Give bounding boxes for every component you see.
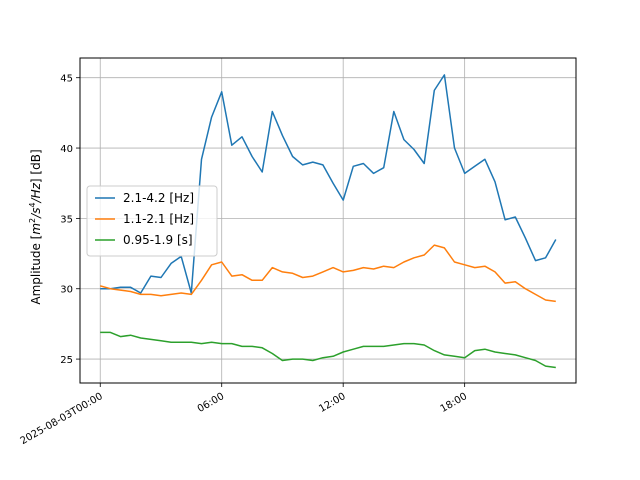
x-tick-label: 18:00 <box>439 391 469 415</box>
x-tick-label: 12:00 <box>317 391 347 415</box>
series-line-1 <box>100 74 557 294</box>
x-axis: 2025-08-03T00:00 06:00 12:00 18:00 <box>19 383 469 447</box>
legend-box <box>86 185 218 257</box>
series-lines <box>100 74 557 369</box>
x-tick-label: 2025-08-03T00:00 <box>19 391 105 447</box>
y-tick-label: 35 <box>60 214 73 225</box>
y-axis-title: Amplitude [m2/s4/Hz] [dB] <box>28 149 43 304</box>
legend-label: 1.1-2.1 [Hz] <box>123 212 194 226</box>
plot-frame <box>79 57 577 384</box>
series-line-3 <box>100 331 556 369</box>
legend: 2.1-4.2 [Hz] 1.1-2.1 [Hz] 0.95-1.9 [s] <box>86 185 218 257</box>
y-tick-label: 30 <box>60 285 73 296</box>
x-tick-label: 06:00 <box>196 391 226 415</box>
series-line-2 <box>100 244 556 303</box>
y-tick-label: 25 <box>60 355 73 366</box>
legend-label: 0.95-1.9 [s] <box>123 233 193 247</box>
y-tick-label: 40 <box>60 144 73 155</box>
y-tick-label: 45 <box>60 74 73 85</box>
legend-label: 2.1-4.2 [Hz] <box>123 191 194 205</box>
y-axis: 25 30 35 40 45 <box>60 74 80 366</box>
